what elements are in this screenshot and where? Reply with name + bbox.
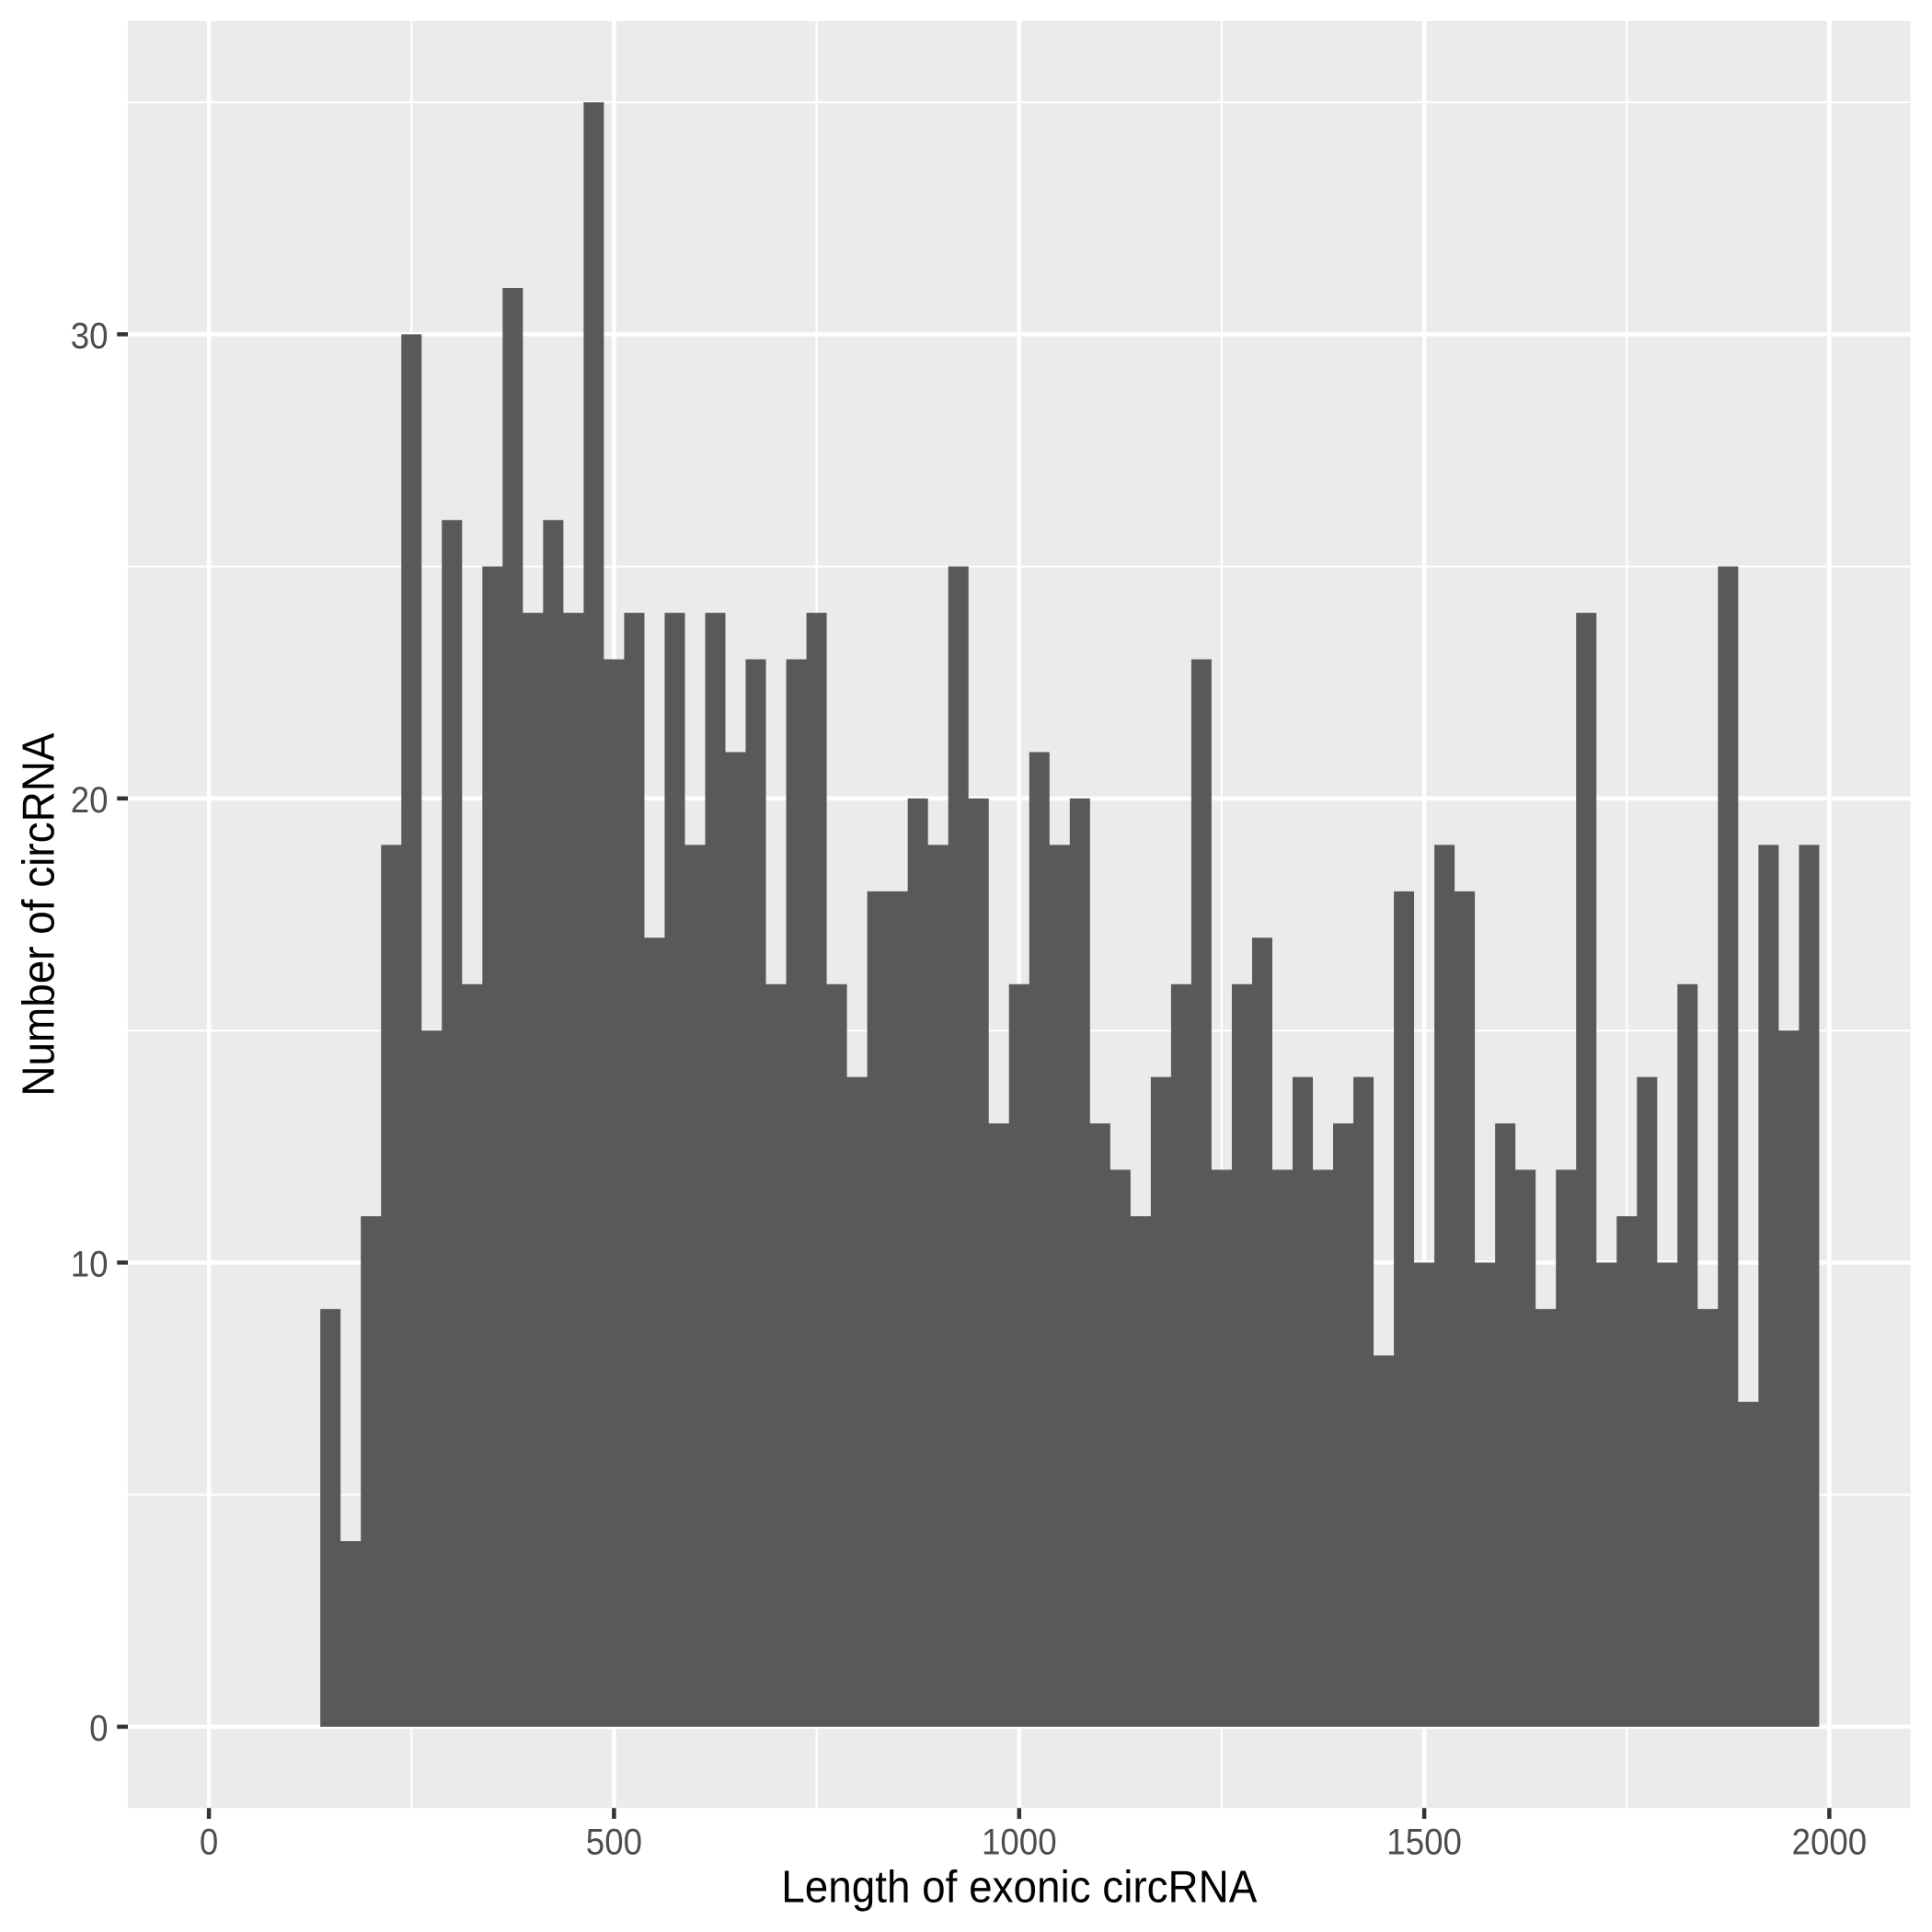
svg-text:2000: 2000 xyxy=(1792,1821,1868,1862)
svg-text:Length of exonic circRNA: Length of exonic circRNA xyxy=(781,1861,1257,1912)
svg-text:20: 20 xyxy=(71,779,109,821)
svg-text:500: 500 xyxy=(586,1821,642,1862)
svg-text:1500: 1500 xyxy=(1386,1821,1462,1862)
svg-text:0: 0 xyxy=(89,1708,108,1749)
svg-text:30: 30 xyxy=(71,316,109,357)
svg-text:Number of circRNA: Number of circRNA xyxy=(13,733,63,1097)
svg-text:10: 10 xyxy=(71,1244,109,1285)
svg-text:0: 0 xyxy=(200,1821,218,1862)
svg-text:1000: 1000 xyxy=(982,1821,1057,1862)
